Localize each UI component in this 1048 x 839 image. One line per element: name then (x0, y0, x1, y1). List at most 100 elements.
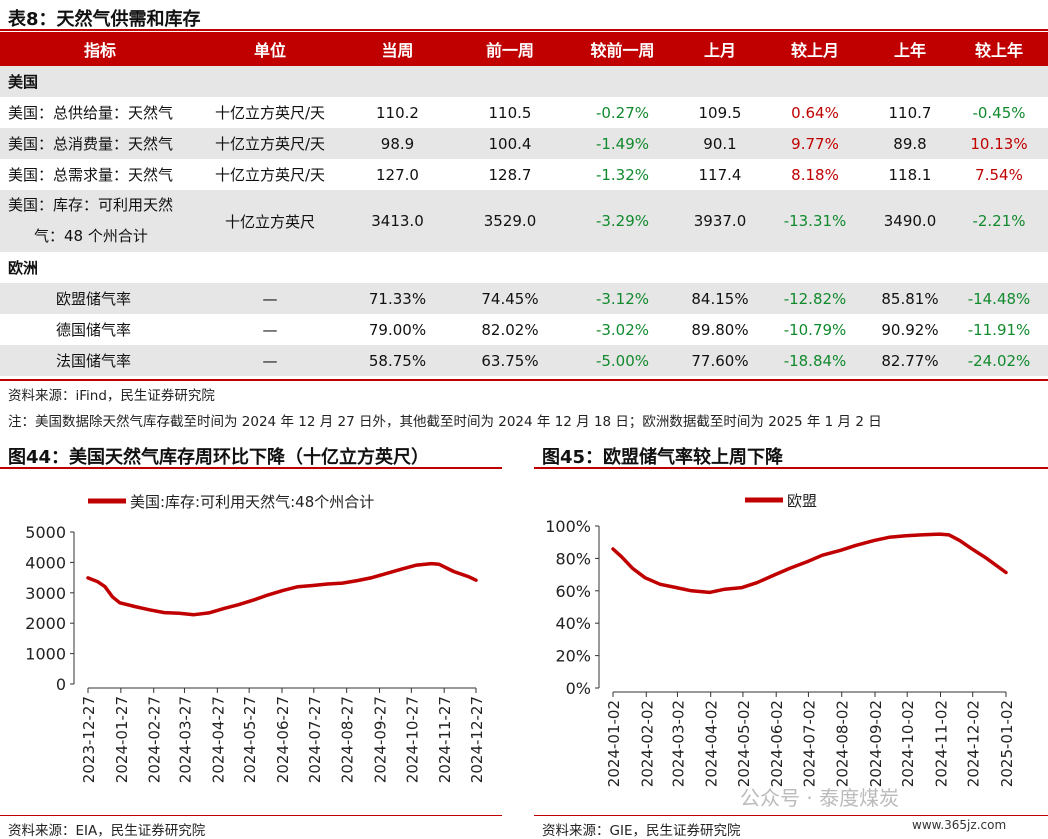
chart44-xtick-label: 2024-12-27 (468, 696, 486, 783)
table-bottom-rule (0, 379, 1048, 381)
change-cell: 9.77% (760, 128, 870, 159)
row-label-line2: 气：48 个州合计 (34, 227, 148, 245)
chart44-xtick-label: 2024-02-27 (146, 696, 164, 783)
chart44-xtick-label: 2024-03-27 (176, 696, 194, 783)
chart45-ytick-label: 60% (555, 582, 591, 601)
value-cell: 3490.0 (870, 190, 950, 252)
value-cell: 89.8 (870, 128, 950, 159)
change-cell: 0.64% (791, 103, 839, 122)
value-cell: 117.4 (698, 165, 742, 184)
unit-cell: 十亿立方英尺/天 (200, 128, 340, 159)
header-cell: 单位 (200, 32, 340, 66)
row-label: 美国：库存：可利用天然 气：48 个州合计 (0, 190, 200, 252)
section-row-eu: 欧洲 (0, 252, 1048, 283)
chart45-ytick-label: 80% (555, 549, 591, 568)
table-row: 美国：库存：可利用天然 气：48 个州合计 十亿立方英尺 3413.0 3529… (0, 190, 1048, 252)
chart45-xtick-label: 2024-09-02 (867, 700, 885, 787)
chart44-xtick-label: 2024-11-27 (436, 696, 454, 783)
value-cell: 100.4 (455, 128, 565, 159)
value-cell: 85.81% (870, 283, 950, 314)
change-cell: 10.13% (950, 128, 1048, 159)
chart44-bottom-rule (0, 815, 502, 816)
chart44-xtick-label: 2024-10-27 (403, 696, 421, 783)
chart45-plot: 欧盟 0% 20% 40% 60% 80% 100% 2024-01-02 2024-02-02… (545, 492, 1016, 787)
chart45-ytick-label: 40% (555, 614, 591, 633)
header-cell: 上月 (680, 32, 760, 66)
table-row: 德国储气率 — 79.00% 82.02% -3.02% 89.80% -10.… (0, 314, 1048, 345)
chart44-source: 资料来源：EIA，民生证券研究院 (8, 823, 206, 839)
change-cell: -5.00% (565, 345, 680, 376)
change-cell: -3.02% (595, 320, 650, 339)
chart45-xtick-label: 2024-04-02 (703, 700, 721, 787)
unit-cell: 十亿立方英尺/天 (214, 166, 326, 184)
chart44-ytick-label: 5000 (25, 523, 66, 542)
value-cell: 98.9 (340, 128, 455, 159)
chart44-rule (0, 467, 502, 469)
table-row: 法国储气率 — 58.75% 63.75% -5.00% 77.60% -18.… (0, 345, 1048, 376)
chart45-ytick-label: 0% (566, 679, 591, 698)
chart45-xtick-label: 2024-05-02 (735, 700, 753, 787)
change-cell: -3.12% (565, 283, 680, 314)
value-cell: 110.7 (888, 103, 932, 122)
value-cell: 3937.0 (680, 190, 760, 252)
value-cell: 63.75% (455, 345, 565, 376)
header-cell: 指标 (0, 32, 200, 66)
value-cell: 128.7 (488, 165, 532, 184)
chart45-xtick-label: 2024-03-02 (669, 700, 687, 787)
value-cell: 110.2 (376, 103, 419, 122)
value-cell: 118.1 (888, 165, 932, 184)
chart45-series-line (611, 532, 1008, 595)
header-cell: 较前一周 (565, 32, 680, 66)
unit-cell: — (200, 283, 340, 314)
change-cell: -3.29% (565, 190, 680, 252)
chart45-title: 图45：欧盟储气率较上周下降 (542, 447, 784, 468)
chart44-xtick-label: 2024-04-27 (209, 696, 227, 783)
change-cell: -1.32% (595, 165, 650, 184)
chart45-legend-label: 欧盟 (787, 492, 817, 510)
value-cell: 82.77% (870, 345, 950, 376)
watermark-site: www.365jz.com (912, 818, 1007, 832)
value-cell: 82.02% (481, 320, 539, 339)
table-row: 美国：总消费量：天然气 十亿立方英尺/天 98.9 100.4 -1.49% 9… (0, 128, 1048, 159)
value-cell: 3413.0 (340, 190, 455, 252)
row-label: 美国：总消费量：天然气 (0, 128, 200, 159)
chart44-xtick-label: 2024-07-27 (306, 696, 324, 783)
chart44-svg: 美国:库存:可利用天然气:48个州合计 0 1000 2000 3000 4000 5000… (25, 493, 486, 783)
value-cell: 109.5 (698, 103, 742, 122)
chart44-xtick-label: 2024-08-27 (339, 696, 357, 783)
chart44-xtick-label: 2023-12-27 (80, 696, 98, 783)
change-cell: -1.49% (565, 128, 680, 159)
chart45-ytick-label: 20% (555, 647, 591, 666)
value-cell: 110.5 (488, 103, 532, 122)
chart44-ytick-label: 0 (56, 675, 66, 694)
change-cell: -24.02% (950, 345, 1048, 376)
value-cell: 77.60% (680, 345, 760, 376)
unit-cell: 十亿立方英尺 (200, 190, 340, 252)
section-label: 欧洲 (8, 259, 39, 277)
table-title: 表8：天然气供需和库存 (8, 9, 201, 30)
row-label: 欧盟储气率 (0, 283, 200, 314)
value-cell: 74.45% (455, 283, 565, 314)
chart44-ytick-label: 1000 (25, 645, 66, 664)
chart44-xtick-label: 2024-06-27 (274, 696, 292, 783)
chart45-ytick-label: 100% (545, 517, 591, 536)
chart44-legend-label: 美国:库存:可利用天然气:48个州合计 (130, 493, 374, 511)
chart45-rule (534, 467, 1048, 469)
change-cell: -13.31% (760, 190, 870, 252)
change-cell: -10.79% (783, 320, 847, 339)
unit-cell: 十亿立方英尺/天 (214, 104, 326, 122)
chart44-ytick-label: 3000 (25, 584, 66, 603)
supply-demand-table: 指标 单位 当周 前一周 较前一周 上月 较上月 上年 较上年 美国 美国：总供… (0, 32, 1048, 376)
table-note: 注：美国数据除天然气库存截至时间为 2024 年 12 月 27 日外，其他截至… (8, 414, 882, 430)
change-cell: 7.54% (975, 165, 1023, 184)
change-cell: -14.48% (950, 283, 1048, 314)
chart45-svg: 欧盟 0% 20% 40% 60% 80% 100% 2024-01-02 2024-02-02… (545, 492, 1016, 787)
chart45-xtick-label: 2024-11-02 (933, 700, 951, 787)
change-cell: 8.18% (791, 165, 839, 184)
change-cell: -0.27% (595, 103, 650, 122)
chart44-plot: 美国:库存:可利用天然气:48个州合计 0 1000 2000 3000 4000 5000… (25, 493, 486, 783)
header-cell: 当周 (340, 32, 455, 66)
chart45-xtick-label: 2024-01-02 (605, 700, 623, 787)
header-cell: 前一周 (455, 32, 565, 66)
chart45-xtick-label: 2024-12-02 (965, 700, 983, 787)
